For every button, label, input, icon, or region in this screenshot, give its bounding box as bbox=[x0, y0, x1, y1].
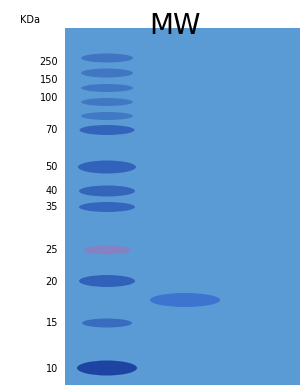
Ellipse shape bbox=[80, 125, 135, 135]
Text: 40: 40 bbox=[46, 186, 58, 196]
Text: MW: MW bbox=[149, 12, 201, 40]
Ellipse shape bbox=[79, 275, 135, 287]
Text: 100: 100 bbox=[39, 93, 58, 103]
Ellipse shape bbox=[83, 245, 131, 255]
Ellipse shape bbox=[150, 293, 220, 307]
Text: 70: 70 bbox=[46, 125, 58, 135]
Text: 50: 50 bbox=[46, 162, 58, 172]
Text: 250: 250 bbox=[39, 57, 58, 67]
Text: 15: 15 bbox=[46, 318, 58, 328]
Ellipse shape bbox=[81, 69, 133, 78]
Text: 35: 35 bbox=[46, 202, 58, 212]
Ellipse shape bbox=[81, 84, 133, 92]
Ellipse shape bbox=[82, 319, 132, 328]
Ellipse shape bbox=[77, 360, 137, 376]
Text: 150: 150 bbox=[39, 75, 58, 85]
Ellipse shape bbox=[81, 112, 133, 120]
Text: 10: 10 bbox=[46, 364, 58, 374]
Ellipse shape bbox=[79, 186, 135, 197]
Ellipse shape bbox=[78, 161, 136, 174]
Text: 20: 20 bbox=[46, 277, 58, 287]
Ellipse shape bbox=[79, 202, 135, 212]
Ellipse shape bbox=[81, 53, 133, 62]
Text: KDa: KDa bbox=[20, 15, 40, 25]
Text: 25: 25 bbox=[46, 245, 58, 255]
Ellipse shape bbox=[81, 98, 133, 106]
Bar bbox=[65, 28, 300, 385]
